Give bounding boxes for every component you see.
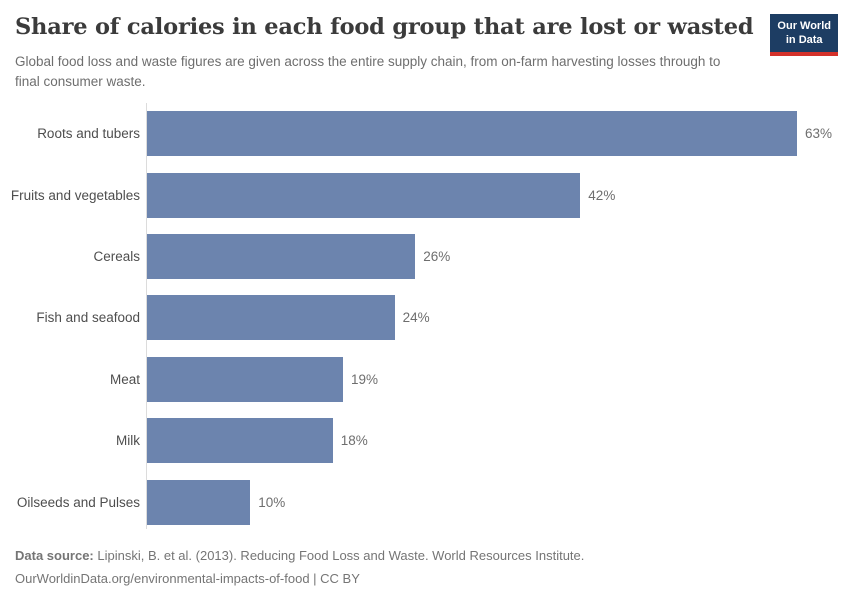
bar-track: 24% bbox=[147, 295, 850, 341]
chart-footer: Data source: Lipinski, B. et al. (2013).… bbox=[15, 544, 584, 591]
bar-row: Milk 18% bbox=[0, 410, 850, 471]
bar bbox=[147, 418, 333, 464]
bar-row: Fish and seafood 24% bbox=[0, 287, 850, 348]
owid-logo-line2: in Data bbox=[785, 34, 823, 47]
value-label: 18% bbox=[340, 433, 368, 449]
page-title: Share of calories in each food group tha… bbox=[15, 14, 754, 40]
owid-logo-line1: Our World bbox=[777, 20, 831, 32]
bar-track: 42% bbox=[147, 172, 850, 218]
owid-logo: Our World in Data bbox=[770, 14, 838, 56]
bar-track: 10% bbox=[147, 479, 850, 525]
chart-subtitle: Global food loss and waste figures are g… bbox=[15, 54, 721, 89]
data-source-label: Data source: bbox=[15, 548, 94, 563]
bar-track: 18% bbox=[147, 418, 850, 464]
category-label: Cereals bbox=[93, 248, 140, 264]
category-label: Fruits and vegetables bbox=[10, 187, 140, 203]
bar-row: Oilseeds and Pulses 10% bbox=[0, 471, 850, 532]
bar-row: Fruits and vegetables 42% bbox=[0, 164, 850, 225]
data-source-line: Data source: Lipinski, B. et al. (2013).… bbox=[15, 544, 584, 567]
value-label: 26% bbox=[423, 248, 451, 264]
bar-row: Meat 19% bbox=[0, 349, 850, 410]
value-label: 63% bbox=[805, 126, 833, 142]
value-label: 19% bbox=[351, 371, 379, 387]
value-label: 42% bbox=[588, 187, 616, 203]
bar bbox=[147, 295, 395, 341]
category-label: Milk bbox=[116, 433, 140, 449]
value-label: 10% bbox=[258, 494, 286, 510]
y-axis-line bbox=[146, 103, 147, 529]
data-source-text: Lipinski, B. et al. (2013). Reducing Foo… bbox=[93, 548, 585, 563]
bar bbox=[147, 111, 797, 157]
bar-track: 63% bbox=[147, 111, 850, 157]
category-label: Roots and tubers bbox=[37, 126, 140, 142]
bar-row: Roots and tubers 63% bbox=[0, 103, 850, 164]
category-label: Meat bbox=[109, 371, 140, 387]
bar-row: Cereals 26% bbox=[0, 226, 850, 287]
bar-rows: Roots and tubers 63% Fruits and vegetables… bbox=[0, 103, 850, 533]
category-label: Oilseeds and Pulses bbox=[16, 494, 140, 510]
bar bbox=[147, 356, 343, 402]
bar bbox=[147, 172, 581, 218]
bar-track: 19% bbox=[147, 356, 850, 402]
category-label: Fish and seafood bbox=[36, 310, 140, 326]
citation-line: OurWorldinData.org/environmental-impacts… bbox=[15, 571, 360, 587]
value-label: 24% bbox=[402, 310, 430, 326]
bar-track: 26% bbox=[147, 233, 850, 279]
bar-chart: Roots and tubers 63% Fruits and vegetables… bbox=[0, 103, 850, 533]
bar bbox=[147, 479, 251, 525]
bar bbox=[147, 233, 416, 279]
